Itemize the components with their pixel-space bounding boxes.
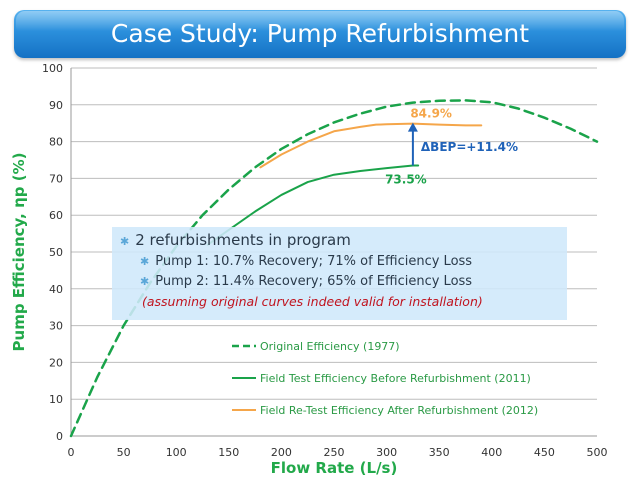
info-line-4: (assuming original curves indeed valid f… — [142, 294, 483, 309]
bullet-icon: ✱ — [140, 255, 150, 268]
info-text-2: Pump 1: 10.7% Recovery; 71% of Efficienc… — [155, 254, 473, 269]
info-text-1: 2 refurbishments in program — [135, 231, 351, 249]
y-axis-label: Pump Efficiency, ηp (%) — [10, 153, 28, 352]
bullet-icon: ✱ — [120, 235, 130, 248]
x-tick-label: 300 — [376, 446, 397, 459]
title-gloss — [16, 11, 624, 31]
x-tick-label: 250 — [324, 446, 345, 459]
x-tick-label: 350 — [429, 446, 450, 459]
label-delta-bep: ΔBEP=+11.4% — [421, 140, 518, 154]
y-tick-label: 90 — [49, 99, 63, 112]
x-tick-label: 500 — [587, 446, 608, 459]
annotations: 84.9% 73.5% ΔBEP=+11.4% — [385, 107, 518, 187]
x-tick-label: 150 — [218, 446, 239, 459]
y-tick-label: 40 — [49, 283, 63, 296]
x-tick-label: 50 — [117, 446, 131, 459]
y-tick-label: 30 — [49, 320, 63, 333]
y-tick-label: 80 — [49, 136, 63, 149]
x-tick-label: 100 — [166, 446, 187, 459]
y-tick-label: 20 — [49, 356, 63, 369]
y-tick-label: 50 — [49, 246, 63, 259]
x-tick-label: 400 — [481, 446, 502, 459]
legend-original-label: Original Efficiency (1977) — [260, 340, 400, 353]
info-text-3: Pump 2: 11.4% Recovery; 65% of Efficienc… — [155, 274, 473, 289]
x-axis-label: Flow Rate (L/s) — [271, 459, 398, 477]
title-bar: Case Study: Pump Refurbishment — [14, 10, 626, 58]
legend-before-label: Field Test Efficiency Before Refurbishme… — [260, 372, 531, 385]
x-tick-label: 0 — [68, 446, 75, 459]
page-title: Case Study: Pump Refurbishment — [110, 19, 530, 48]
info-line-3: ✱ Pump 2: 11.4% Recovery; 65% of Efficien… — [140, 274, 472, 289]
axes — [70, 68, 597, 437]
info-line-1: ✱ 2 refurbishments in program — [120, 231, 351, 249]
label-after-bep: 84.9% — [410, 107, 452, 121]
y-tick-label: 60 — [49, 209, 63, 222]
legend: Original Efficiency (1977) Field Test Eff… — [232, 340, 538, 417]
series-after-refurbishment — [259, 122, 483, 169]
x-tick-label: 200 — [271, 446, 292, 459]
legend-after-label: Field Re-Test Efficiency After Refurbish… — [260, 404, 538, 417]
y-tick-label: 10 — [49, 393, 63, 406]
y-tick-label: 100 — [42, 62, 63, 75]
bullet-icon: ✱ — [140, 275, 150, 288]
bep-arrow-head — [407, 122, 418, 132]
info-line-2: ✱ Pump 1: 10.7% Recovery; 71% of Efficien… — [140, 254, 472, 269]
label-before-bep: 73.5% — [385, 173, 427, 187]
x-tick-labels: 0 50 100 150 200 250 300 350 400 450 500 — [68, 446, 608, 459]
series-before-refurbishment — [206, 164, 420, 246]
info-box: ✱ 2 refurbishments in program ✱ Pump 1: 10… — [112, 227, 567, 320]
y-tick-labels: 0 10 20 30 40 50 60 70 80 90 100 — [42, 62, 63, 443]
x-tick-label: 450 — [534, 446, 555, 459]
y-tick-label: 0 — [56, 430, 63, 443]
y-tick-label: 70 — [49, 172, 63, 185]
